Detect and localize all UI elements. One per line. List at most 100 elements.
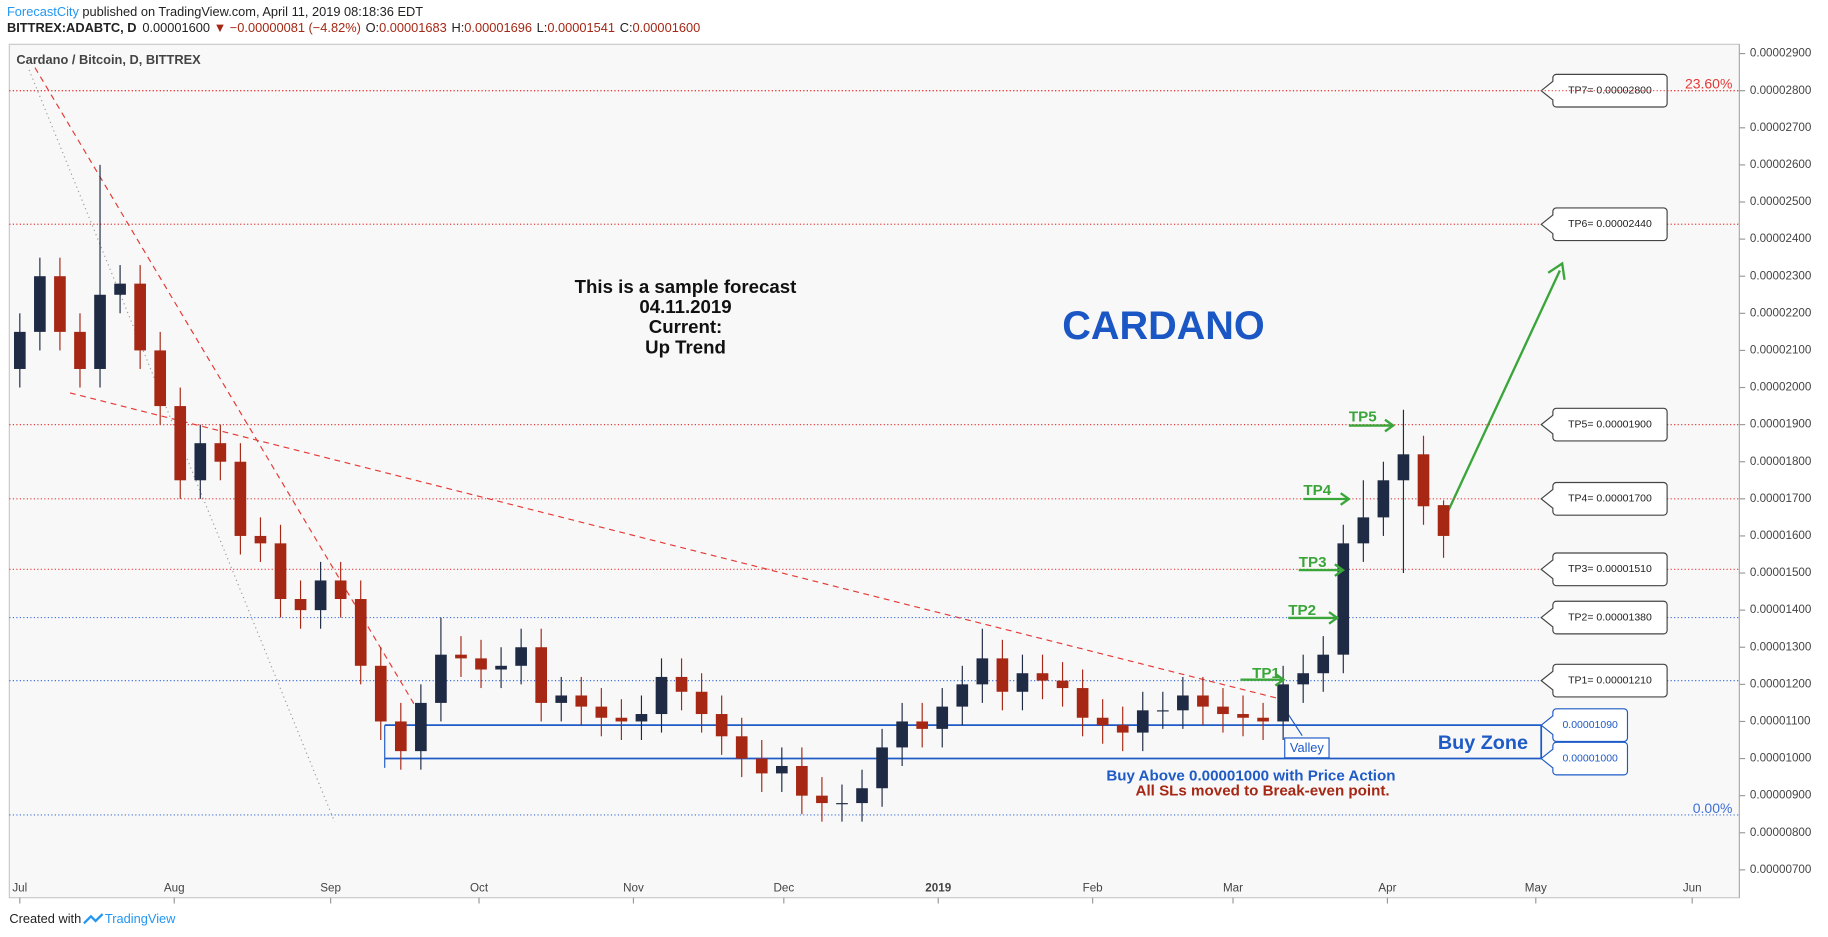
candle-body [13,331,26,369]
arrow-head [1340,492,1351,506]
candle-body [876,747,888,789]
candle-body [234,461,247,536]
candle-body [374,665,387,722]
level-label: TP1= 0.00001210 [1568,675,1652,686]
candle-body [1197,695,1209,707]
candle-body [1337,543,1350,655]
y-tick-label: 0.00002200 [1750,306,1812,319]
x-tick-label: May [1525,881,1547,894]
candle-body [796,765,808,796]
level-label: TP4= 0.00001700 [1568,494,1652,505]
arrow-head [1334,563,1346,577]
candle-body [274,543,287,600]
y-tick-label: 0.00002100 [1750,343,1812,356]
candle-body [1096,717,1109,726]
candle-body [1377,480,1390,518]
plot-area [8,43,1740,899]
valley-label: Valley [1290,740,1325,755]
logo [83,913,104,925]
candle-body [94,294,106,369]
y-tick-label: 0.00002000 [1750,381,1812,394]
candle-body [114,283,126,295]
candle-body [1397,454,1410,481]
y-tick-label: 0.00002700 [1750,121,1812,134]
candle-body [1417,454,1430,507]
candle-body [1056,680,1069,689]
x-tick-label: Dec [773,881,794,894]
candle-body [655,676,668,715]
candle-body [675,676,688,692]
footer-text: Created with [9,911,81,926]
x-tick-label: 2019 [925,881,951,894]
y-tick-label: 0.00001600 [1750,529,1812,542]
level-label: TP2= 0.00001380 [1568,612,1652,623]
y-tick-label: 0.00001500 [1750,566,1812,579]
candle-body [1237,714,1249,718]
candle-body [394,721,407,752]
target-label: TP2 [1288,602,1316,619]
candle-body [615,717,628,722]
y-tick-label: 0.00001000 [1750,752,1812,765]
candle-body [154,350,167,407]
y-tick-label: 0.00002900 [1750,47,1812,60]
callout [1540,207,1668,242]
last: 0.00001600 [142,21,210,36]
y-tick-label: 0.00000700 [1750,863,1812,876]
candle-body [174,406,187,481]
y-tick-label: 0.00001700 [1750,492,1812,505]
candle-body [1116,725,1129,733]
candle-body [1297,673,1310,685]
candle-body [695,691,708,715]
candle-body [836,803,848,805]
level-label: TP3= 0.00001510 [1568,564,1652,575]
candle-body [334,580,347,600]
zone-price: 0.00001000 [1562,753,1618,764]
note: All SLs moved to Break-even point. [1136,783,1390,800]
forecast-text: Current: [649,316,723,337]
candle-body [1177,695,1189,711]
x-tick-label: Oct [470,881,489,894]
arrow-head [1384,418,1396,433]
callout [1540,407,1668,442]
candle-body [294,599,307,611]
footer-brand[interactable]: TradingView [105,911,176,926]
level-label: TP5= 0.00001900 [1568,419,1652,430]
chart-title: Cardano / Bitcoin, D, BITTREX [16,52,201,67]
candle-body [1317,654,1330,674]
candle-body [595,706,608,718]
y-tick-label: 0.00000900 [1750,789,1812,802]
target-label: TP4 [1303,482,1331,499]
candle-body [495,665,507,670]
candle-body [635,714,648,722]
y-tick-label: 0.00002300 [1750,269,1812,282]
candle-body [1076,688,1089,718]
candle-body [535,647,548,703]
y-tick-label: 0.00002500 [1750,195,1812,208]
candle-body [515,647,527,666]
y-tick-label: 0.00002600 [1750,158,1812,171]
change: ▼ −0.00000081 (−4.82%) [214,21,361,36]
y-tick-label: 0.00002400 [1750,232,1812,245]
zone-label: Buy Zone [1438,732,1528,754]
zone-price: 0.00001090 [1562,720,1618,731]
candle-body [996,658,1009,692]
candle-body [1437,505,1450,536]
ohlc-value: 0.00001541 [547,21,615,36]
x-tick-label: Nov [623,881,644,894]
callout [1540,708,1629,743]
candle-body [976,658,989,685]
note: Buy Above 0.00001000 with Price Action [1106,767,1395,784]
candle-body [214,443,227,462]
x-tick-label: Sep [320,881,341,894]
target-label: TP3 [1299,554,1327,571]
candle-body [134,283,146,351]
forecast-text: This is a sample forecast [575,276,797,297]
callout [1540,741,1629,776]
x-tick-label: Apr [1378,881,1396,894]
callout [1540,600,1668,635]
candle-body [816,795,828,804]
candle-body [575,695,588,707]
y-tick-label: 0.00001300 [1750,640,1812,653]
arrow-head [1328,611,1340,625]
